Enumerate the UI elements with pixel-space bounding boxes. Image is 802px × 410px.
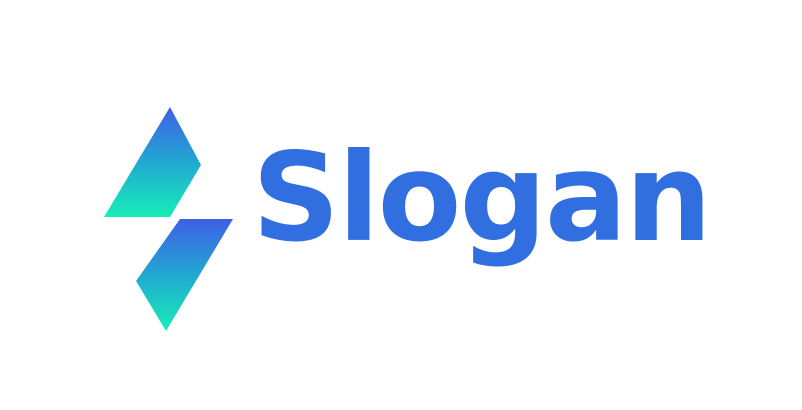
bolt-upper-shard bbox=[104, 107, 201, 217]
brand-wordmark: Slogan bbox=[252, 127, 712, 269]
bolt-lower-shard bbox=[136, 219, 233, 331]
lightning-bolt-icon bbox=[104, 107, 233, 331]
